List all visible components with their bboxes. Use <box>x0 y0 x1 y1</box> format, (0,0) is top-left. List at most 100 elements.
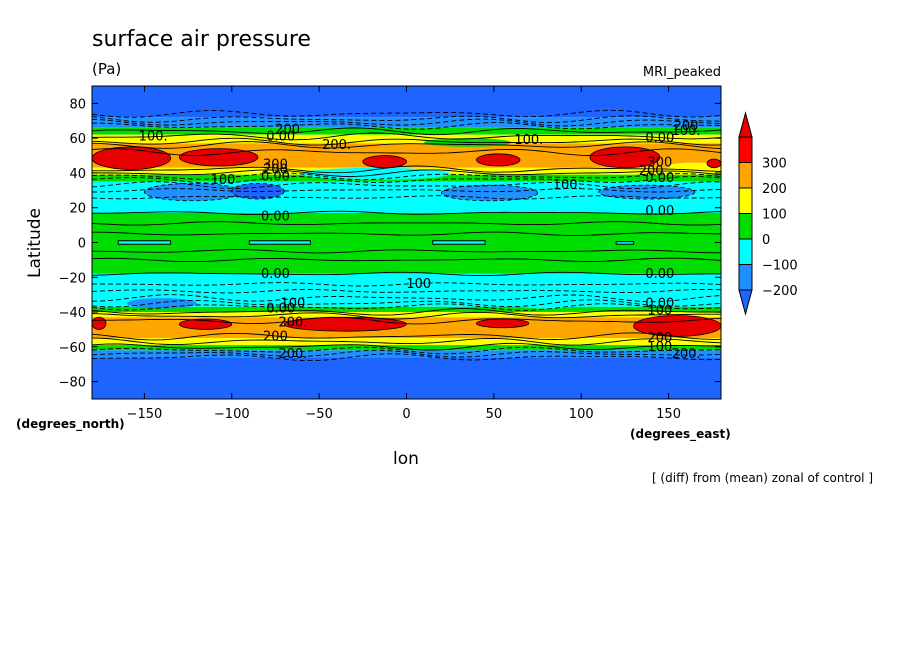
maximum-2 <box>362 155 407 169</box>
zonal-band-15 <box>92 350 721 358</box>
contour-line-26 <box>92 303 721 311</box>
cell-3 <box>126 298 197 309</box>
contour-line-4 <box>92 127 721 136</box>
contour-line-30 <box>92 332 721 341</box>
maximum-5 <box>706 158 721 169</box>
contour-label-29: 200. <box>278 347 307 362</box>
contour-line-24 <box>92 294 721 303</box>
contour-line-29 <box>92 316 721 325</box>
maximum-4 <box>589 146 661 169</box>
colorbar-segment-0 <box>738 136 753 163</box>
colorbar-label-0: 300 <box>762 157 787 172</box>
x-tick-label-2: −50 <box>305 407 332 422</box>
x-axis: −150 −100 −50 0 50 100 150 <box>127 86 681 422</box>
maximum-0 <box>92 146 172 170</box>
x-tick-label-4: 50 <box>486 407 503 422</box>
contour-label-30: 200. <box>672 347 701 362</box>
contour-line-17 <box>92 221 721 226</box>
units-label: (Pa) <box>92 60 121 78</box>
contour-label-7: 200 <box>674 119 699 134</box>
contour-label-10: 0.00 <box>261 169 290 184</box>
minimum-6 <box>432 240 486 245</box>
contour-line-2 <box>92 118 721 127</box>
zonal-band-12 <box>92 317 721 339</box>
contour-line-21 <box>92 271 721 277</box>
colorbar-label-3: 0 <box>762 233 770 248</box>
contour-line-31 <box>92 337 721 346</box>
zonal-band-2 <box>92 127 721 135</box>
contour-label-15: 0.00 <box>645 171 674 186</box>
contour-line-0 <box>92 109 721 118</box>
contour-lines <box>92 109 721 362</box>
contour-line-15 <box>92 195 721 200</box>
contour-line-11 <box>92 172 721 181</box>
contour-label-20: 100 <box>406 277 431 292</box>
contour-label-12: 100. <box>553 178 582 193</box>
contour-label-28: 100 <box>647 340 672 355</box>
contour-label-6: 100. <box>672 124 701 139</box>
contour-line-19 <box>92 249 721 254</box>
y-tick-label-6: −40 <box>59 306 86 321</box>
contour-label-18: 0.00 <box>261 267 290 282</box>
zonal-band-1 <box>92 117 721 128</box>
y-axis-label: Latitude <box>25 208 45 278</box>
contour-label-8: 300 <box>263 157 288 172</box>
maximum-1 <box>178 148 259 167</box>
zonal-band-16 <box>92 357 721 399</box>
contour-line-7 <box>92 141 721 149</box>
y-tick-label-7: −60 <box>59 341 86 356</box>
colorbar-segment-2 <box>738 187 753 214</box>
contour-line-9 <box>92 165 721 174</box>
contour-label-2: 100. <box>139 129 168 144</box>
y-tick-label-8: −80 <box>59 376 86 391</box>
plot-area <box>92 86 721 399</box>
maximum-6 <box>92 316 107 330</box>
colorbar-label-2: 100 <box>762 208 787 223</box>
contour-line-3 <box>92 122 721 130</box>
x-axis-label: lon <box>393 449 419 469</box>
x-tick-label-3: 0 <box>402 407 410 422</box>
minimum-4 <box>117 240 172 245</box>
contour-line-35 <box>92 353 721 362</box>
colorbar-over-arrow <box>738 111 753 138</box>
contour-line-16 <box>92 210 721 216</box>
contour-label-23: 200. <box>278 315 307 330</box>
contour-label-26: 200 <box>263 329 288 344</box>
contour-label-5: 0.00 <box>645 131 674 146</box>
contour-label-19: 0.00 <box>645 267 674 282</box>
zonal-band-11 <box>92 312 721 318</box>
contour-label-21: 100 <box>281 296 306 311</box>
colorbar: 300 200 100 0 −100 −200 <box>738 111 798 316</box>
chart-title: surface air pressure <box>92 27 311 52</box>
contour-line-23 <box>92 289 721 294</box>
contour-label-0: 200 <box>275 122 300 137</box>
maximum-3 <box>475 153 521 167</box>
x-units-label: (degrees_east) <box>630 427 731 442</box>
zonal-band-9 <box>92 273 721 307</box>
contour-line-10 <box>92 169 721 177</box>
zonal-band-14 <box>92 345 721 351</box>
contour-line-22 <box>92 282 721 287</box>
contour-line-25 <box>92 299 721 308</box>
contour-line-5 <box>92 132 721 141</box>
colorbar-segment-4 <box>738 238 753 265</box>
minimum-5 <box>248 240 311 245</box>
contour-line-14 <box>92 188 721 193</box>
contour-line-32 <box>92 342 721 351</box>
contour-line-33 <box>92 346 721 355</box>
contour-line-18 <box>92 231 721 236</box>
y-tick-label-4: 0 <box>78 237 86 252</box>
footnote: [ (diff) from (mean) zonal of control ] <box>652 471 873 485</box>
colorbar-label-1: 200 <box>762 182 787 197</box>
cell-4 <box>511 299 582 309</box>
contour-label-22: 0.00 <box>266 302 295 317</box>
contour-line-12 <box>92 176 721 184</box>
contour-line-34 <box>92 349 721 358</box>
colorbar-segment-1 <box>738 162 753 189</box>
contour-label-16: 0.00 <box>261 209 290 224</box>
contour-label-14: 200 <box>639 164 664 179</box>
contour-line-6 <box>92 137 721 146</box>
